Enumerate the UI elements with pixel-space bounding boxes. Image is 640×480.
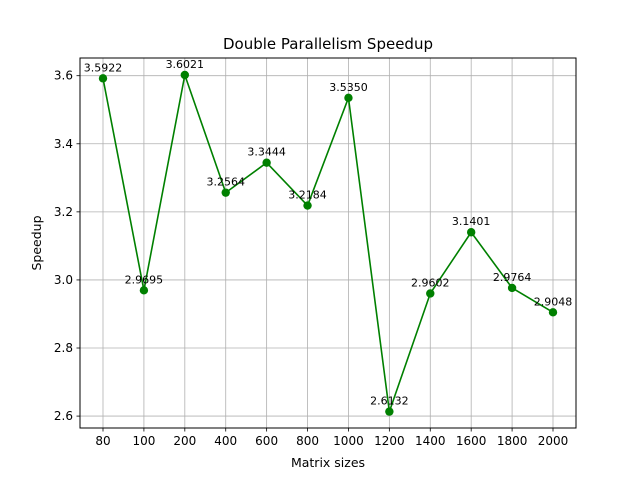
x-axis-label: Matrix sizes [291, 455, 365, 470]
chart-title: Double Parallelism Speedup [223, 35, 433, 53]
x-tick-label: 1400 [415, 434, 446, 448]
x-tick-label: 1600 [456, 434, 487, 448]
data-point [262, 158, 271, 167]
data-label: 3.2564 [206, 176, 245, 189]
data-point [426, 289, 435, 298]
x-tick-label: 200 [173, 434, 196, 448]
data-label: 3.1401 [452, 215, 491, 228]
data-point [221, 188, 230, 197]
y-tick-label: 2.6 [54, 409, 73, 423]
x-tick-label: 1800 [497, 434, 528, 448]
y-tick-label: 3.4 [54, 137, 73, 151]
data-label: 3.3444 [247, 146, 286, 159]
x-tick-label: 2000 [538, 434, 569, 448]
y-tick-label: 3.6 [54, 69, 73, 83]
series-line [102, 74, 554, 413]
x-tick-label: 1000 [333, 434, 364, 448]
data-label: 2.9602 [411, 276, 450, 289]
data-label: 2.9048 [534, 295, 573, 308]
data-point [139, 286, 149, 295]
y-tick-label: 3.2 [54, 205, 73, 219]
data-point [507, 283, 517, 293]
plot-frame [79, 57, 577, 429]
data-label: 3.5350 [329, 81, 368, 94]
x-tick-label: 400 [214, 434, 237, 448]
data-label: 3.6021 [166, 58, 205, 71]
data-point [385, 407, 394, 416]
y-tick-label: 3.0 [54, 273, 73, 287]
x-tick-label: 1200 [374, 434, 405, 448]
data-point [344, 93, 353, 103]
data-label: 3.2184 [288, 189, 327, 202]
data-label: 2.6132 [370, 395, 409, 408]
x-tick-label: 600 [255, 434, 278, 448]
data-series: 3.5922 2.9695 3.6021 3.2564 3.3444 3.2184 3.53… [84, 58, 573, 416]
x-tick-label: 800 [296, 434, 319, 448]
data-label: 3.5922 [84, 61, 123, 74]
axes: 80 100 200 400 600 800 1000 1200 1400 1600 1800 200… [54, 69, 568, 448]
data-point [548, 308, 558, 317]
data-label: 2.9695 [125, 273, 164, 286]
data-point [466, 228, 476, 237]
x-tick-label: 80 [95, 434, 110, 448]
x-tick-label: 100 [132, 434, 155, 448]
data-label: 2.9764 [493, 271, 532, 284]
data-point [180, 70, 190, 80]
data-point [303, 201, 312, 210]
y-tick-label: 2.8 [54, 341, 73, 355]
grid [80, 58, 576, 428]
y-axis-label: Speedup [29, 215, 44, 270]
data-point [98, 74, 108, 83]
